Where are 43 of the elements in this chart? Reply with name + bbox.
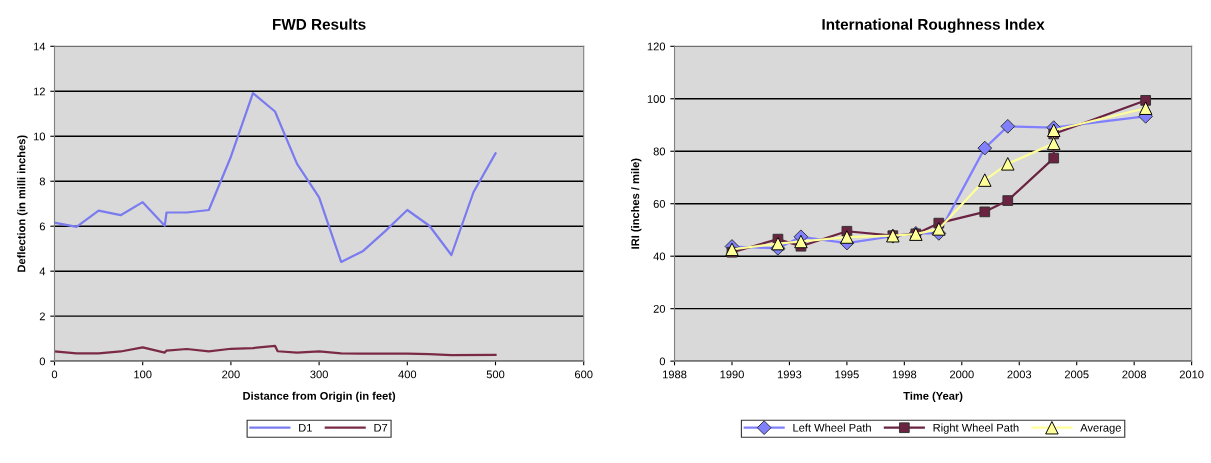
x-tick-label: 400	[398, 370, 417, 379]
x-axis-title: Time (Year)	[903, 391, 963, 402]
y-tick-label: 120	[647, 42, 666, 51]
x-tick-label: 1998	[892, 370, 917, 379]
y-tick-label: 12	[33, 87, 45, 96]
y-tick-label: 2	[39, 312, 45, 321]
y-tick-label: 20	[653, 304, 666, 313]
x-tick-label: 600	[575, 370, 593, 379]
x-tick-label: 1990	[720, 370, 744, 379]
y-tick-label: 10	[33, 132, 46, 141]
y-tick-label: 60	[653, 199, 666, 208]
y-tick-label: 0	[39, 357, 46, 366]
x-tick-label: 2010	[1179, 370, 1204, 379]
x-tick-label: 500	[486, 370, 505, 379]
x-tick-label: 1995	[835, 370, 859, 379]
y-axis-title: Deflection (in milli inches)	[17, 135, 28, 272]
legend-label: D1	[299, 423, 312, 432]
x-tick-label: 2003	[1007, 370, 1032, 379]
x-axis-title: Distance from Origin (in feet)	[243, 391, 396, 403]
x-tick-label: 1988	[663, 370, 687, 379]
y-tick-label: 0	[659, 357, 666, 366]
legend-label: Average	[1080, 423, 1121, 434]
chart-title: FWD Results	[273, 18, 366, 30]
x-tick-label: 1993	[777, 370, 802, 379]
x-tick-label: 0	[51, 370, 58, 379]
legend-label: Right Wheel Path	[933, 423, 1019, 434]
y-tick-label: 14	[33, 42, 46, 51]
x-tick-label: 100	[134, 370, 152, 379]
x-tick-label: 2000	[950, 370, 974, 379]
y-tick-label: 4	[39, 267, 46, 276]
y-tick-label: 40	[653, 252, 666, 261]
x-tick-label: 200	[222, 370, 240, 379]
legend-label: D7	[374, 423, 388, 432]
y-tick-label: 8	[39, 177, 45, 186]
legend-label: Left Wheel Path	[793, 423, 871, 432]
y-tick-label: 6	[39, 222, 45, 231]
x-tick-label: 2008	[1122, 370, 1147, 379]
y-tick-label: 80	[653, 147, 666, 156]
chart-title: International Roughness Index	[822, 18, 1045, 33]
y-tick-label: 100	[647, 95, 666, 103]
y-axis-title: IRI (inches / mile)	[631, 158, 642, 249]
x-tick-label: 2005	[1064, 370, 1089, 379]
x-tick-label: 300	[310, 370, 328, 379]
